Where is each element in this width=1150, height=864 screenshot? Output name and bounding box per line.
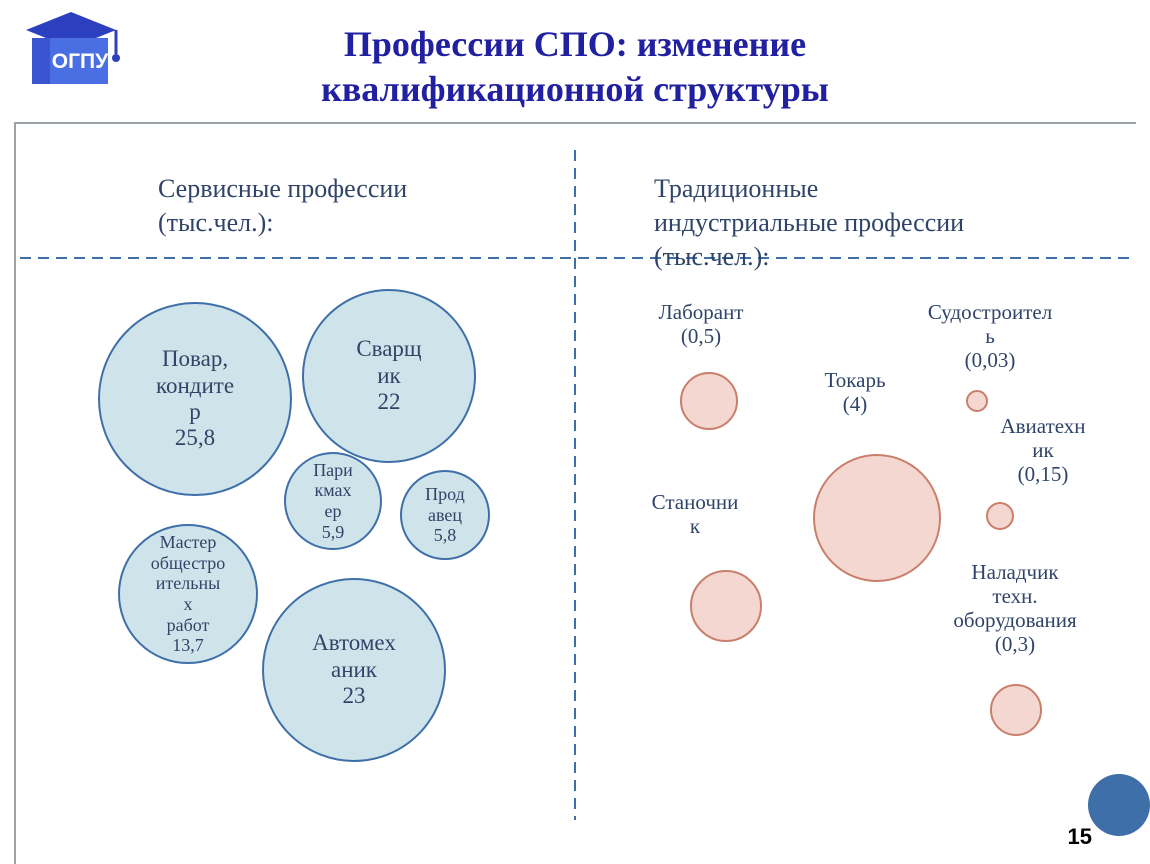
label-tokar: Токарь(4): [790, 368, 920, 416]
bubble-stanochnik: [690, 570, 762, 642]
right-section-header: Традиционныеиндустриальные профессии(тыс…: [654, 172, 964, 273]
bubble-master: Мастеробщестроительныхработ13,7: [118, 524, 258, 664]
corner-decoration: [1088, 774, 1150, 836]
label-sudostroitel: Судостроитель(0,03): [890, 300, 1090, 372]
label-aviatehnik: Авиатехник(0,15): [978, 414, 1108, 486]
bubble-parikmaher: Парикмахер5,9: [284, 452, 382, 550]
bubble-laborant: [680, 372, 738, 430]
bubble-avtomehanik: Автомеханик23: [262, 578, 446, 762]
bubble-naladchik: [990, 684, 1042, 736]
label-stanochnik: Станочник: [620, 490, 770, 538]
bubble-prodavec: Продавец5,8: [400, 470, 490, 560]
label-naladchik: Наладчиктехн.оборудования(0,3): [920, 560, 1110, 657]
bubble-sudostroitel: [966, 390, 988, 412]
bubble-povar: Повар,кондитер25,8: [98, 302, 292, 496]
label-laborant: Лаборант(0,5): [626, 300, 776, 348]
left-section-header: Сервисные профессии(тыс.чел.):: [158, 172, 407, 240]
page-number: 15: [1068, 824, 1092, 850]
bubble-aviatehnik: [986, 502, 1014, 530]
bubble-svarshik: Сварщик22: [302, 289, 476, 463]
